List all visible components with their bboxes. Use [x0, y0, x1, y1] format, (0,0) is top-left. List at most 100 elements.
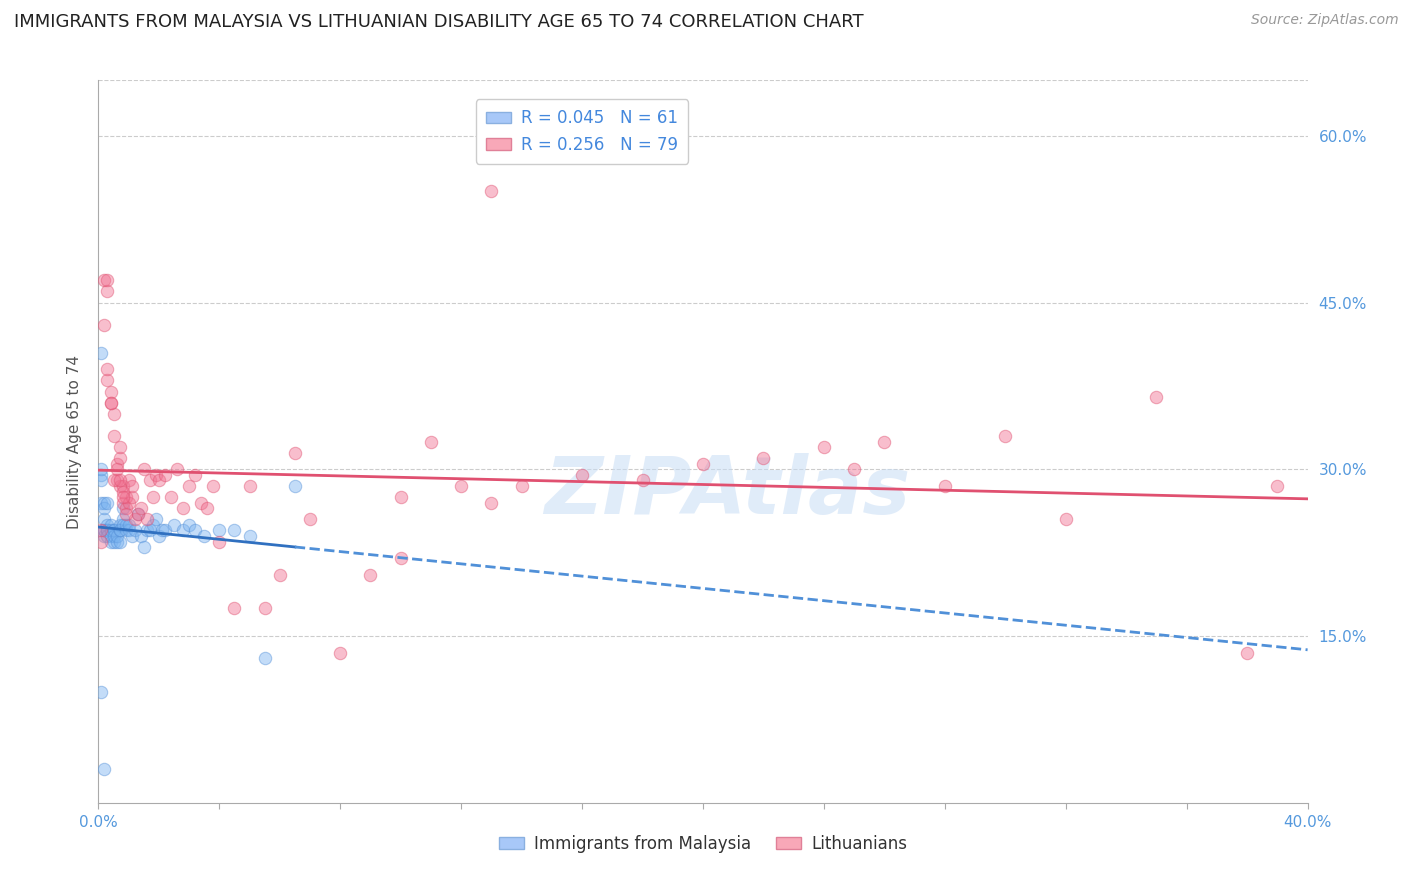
Text: ZIPAtlas: ZIPAtlas — [544, 453, 910, 531]
Point — [111, 517, 134, 532]
Point — [135, 524, 157, 538]
Point — [93, 512, 115, 526]
Point — [481, 496, 503, 510]
Point — [108, 534, 131, 549]
Point — [103, 407, 125, 421]
Point — [224, 524, 246, 538]
Point — [90, 474, 112, 488]
Point — [179, 517, 201, 532]
Point — [844, 462, 866, 476]
Point — [150, 524, 173, 538]
Point — [224, 601, 246, 615]
Point — [111, 490, 134, 504]
Point — [121, 529, 143, 543]
Point — [93, 273, 115, 287]
Point — [96, 273, 118, 287]
Point — [114, 507, 136, 521]
Point — [111, 484, 134, 499]
Point — [752, 451, 775, 466]
Point — [269, 568, 291, 582]
Point — [105, 457, 128, 471]
Point — [284, 445, 307, 459]
Point — [132, 462, 155, 476]
Point — [108, 524, 131, 538]
Point — [93, 529, 115, 543]
Point — [153, 524, 176, 538]
Point — [1054, 512, 1077, 526]
Point — [100, 529, 122, 543]
Point — [284, 479, 307, 493]
Point — [420, 434, 443, 449]
Point — [100, 517, 122, 532]
Point — [111, 501, 134, 516]
Point — [510, 479, 533, 493]
Point — [93, 763, 115, 777]
Point — [148, 474, 170, 488]
Point — [121, 490, 143, 504]
Point — [118, 474, 141, 488]
Point — [105, 474, 128, 488]
Point — [813, 440, 835, 454]
Point — [108, 524, 131, 538]
Point — [208, 534, 231, 549]
Point — [166, 462, 188, 476]
Point — [160, 490, 183, 504]
Point — [1144, 390, 1167, 404]
Y-axis label: Disability Age 65 to 74: Disability Age 65 to 74 — [66, 354, 82, 529]
Point — [118, 524, 141, 538]
Point — [124, 512, 146, 526]
Point — [96, 362, 118, 376]
Point — [108, 479, 131, 493]
Point — [450, 479, 472, 493]
Point — [994, 429, 1017, 443]
Point — [96, 373, 118, 387]
Point — [135, 512, 157, 526]
Point — [100, 534, 122, 549]
Point — [90, 534, 112, 549]
Point — [96, 524, 118, 538]
Point — [90, 684, 112, 698]
Point — [329, 646, 352, 660]
Point — [202, 479, 225, 493]
Point — [121, 479, 143, 493]
Point — [129, 529, 152, 543]
Point — [631, 474, 654, 488]
Point — [139, 474, 162, 488]
Point — [93, 524, 115, 538]
Point — [190, 496, 212, 510]
Point — [389, 551, 412, 566]
Text: Source: ZipAtlas.com: Source: ZipAtlas.com — [1251, 13, 1399, 28]
Point — [90, 496, 112, 510]
Point — [111, 512, 134, 526]
Point — [96, 285, 118, 299]
Point — [96, 529, 118, 543]
Point — [90, 462, 112, 476]
Point — [108, 451, 131, 466]
Point — [100, 384, 122, 399]
Point — [124, 524, 146, 538]
Point — [692, 457, 714, 471]
Point — [127, 507, 149, 521]
Point — [184, 524, 207, 538]
Point — [114, 501, 136, 516]
Point — [90, 467, 112, 482]
Point — [93, 501, 115, 516]
Point — [239, 479, 262, 493]
Point — [96, 517, 118, 532]
Point — [96, 496, 118, 510]
Point — [103, 429, 125, 443]
Legend: Immigrants from Malaysia, Lithuanians: Immigrants from Malaysia, Lithuanians — [492, 828, 914, 860]
Point — [481, 185, 503, 199]
Point — [111, 479, 134, 493]
Point — [103, 529, 125, 543]
Point — [105, 534, 128, 549]
Point — [571, 467, 593, 482]
Point — [114, 517, 136, 532]
Point — [93, 318, 115, 332]
Point — [360, 568, 382, 582]
Point — [114, 490, 136, 504]
Point — [193, 529, 215, 543]
Point — [172, 524, 194, 538]
Point — [103, 524, 125, 538]
Point — [163, 517, 186, 532]
